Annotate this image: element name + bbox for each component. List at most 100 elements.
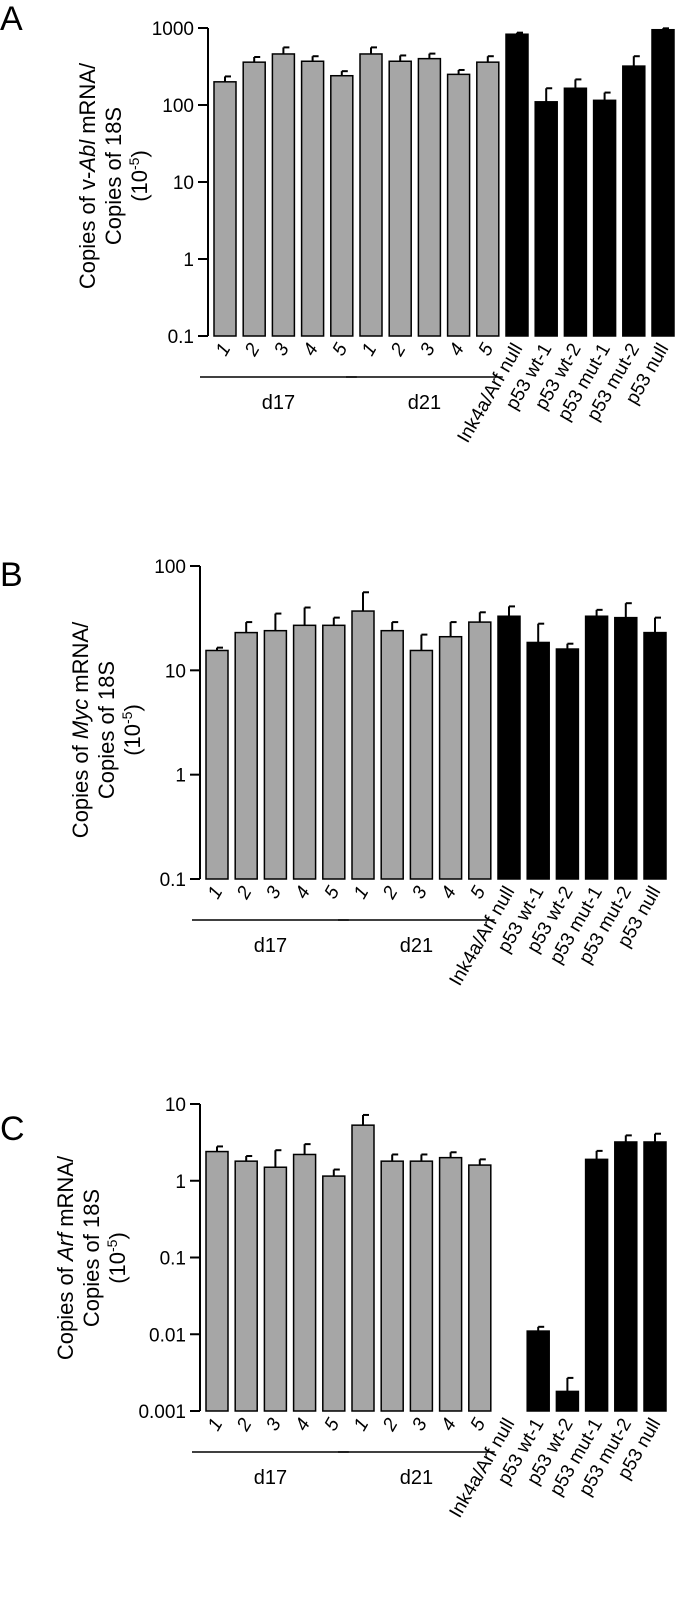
category-label: 4	[291, 1415, 314, 1435]
bar	[388, 60, 412, 337]
bar	[205, 649, 229, 880]
bar	[322, 624, 346, 880]
bar	[380, 629, 404, 880]
bar	[468, 1164, 492, 1412]
y-axis-label-line: Copies of 18S	[79, 1189, 104, 1327]
bar	[505, 33, 529, 337]
category-label: 2	[379, 883, 403, 904]
bar	[417, 57, 442, 337]
bar	[380, 1160, 404, 1412]
y-tick-label: 1	[175, 766, 186, 787]
panel-letter: C	[0, 1110, 25, 1148]
category-label: 5	[329, 340, 353, 360]
bar	[359, 53, 383, 337]
category-label: 2	[387, 340, 411, 361]
y-axis-label-line: (10-5)	[119, 704, 145, 756]
y-tick-label: 1000	[152, 19, 194, 40]
category-label: 4	[437, 883, 460, 903]
bar	[614, 616, 638, 880]
bar	[351, 1124, 375, 1412]
bar	[271, 53, 296, 337]
bar	[526, 641, 550, 880]
group-label: d21	[400, 1467, 433, 1489]
bar	[330, 74, 354, 337]
y-tick-label: 100	[162, 96, 194, 117]
category-label: 4	[291, 883, 314, 903]
y-tick-label: 10	[173, 173, 194, 194]
category-label: 1	[212, 340, 235, 360]
bar	[526, 1330, 550, 1412]
bar	[622, 65, 646, 337]
y-axis-label: Copies of Arf mRNA/Copies of 18S(10-5)	[53, 1155, 130, 1360]
category-label: 4	[445, 340, 468, 360]
bar	[497, 615, 521, 880]
category-label: 5	[467, 1415, 491, 1435]
bar	[476, 61, 500, 337]
bar	[584, 615, 609, 880]
bar	[322, 1175, 346, 1412]
category-label: 5	[475, 340, 499, 360]
bar	[351, 610, 375, 880]
group-label: d21	[400, 935, 433, 957]
bar	[584, 1158, 609, 1412]
y-tick-label: 1	[183, 250, 194, 271]
y-tick-label: 100	[154, 557, 186, 578]
y-axis-label-line: Copies of Arf mRNA/	[53, 1155, 78, 1360]
category-label: 3	[262, 1415, 286, 1435]
category-label: 2	[233, 883, 257, 904]
group-label: d21	[408, 392, 441, 414]
y-tick-label: 0.01	[149, 1325, 186, 1346]
y-axis-label-line: (10-5)	[104, 1232, 130, 1284]
bar	[242, 61, 266, 337]
category-label: 5	[321, 1415, 345, 1435]
y-tick-label: 1	[175, 1172, 186, 1193]
category-label: 4	[437, 1415, 460, 1435]
y-axis-label: Copies of v-Abl mRNA/Copies of 18S(10-5)	[75, 62, 152, 289]
category-label: 4	[299, 340, 322, 360]
y-axis-label-line: Copies of v-Abl mRNA/	[75, 62, 100, 289]
category-label: 3	[262, 883, 286, 903]
category-label: 3	[408, 1415, 432, 1435]
panel-letter: B	[0, 556, 23, 594]
bar	[300, 60, 325, 337]
bar	[643, 1141, 667, 1412]
category-label: 1	[204, 883, 227, 903]
category-label: 3	[416, 340, 440, 360]
category-label: 2	[241, 340, 265, 361]
y-tick-label: 0.1	[168, 327, 194, 348]
bar	[438, 1156, 463, 1412]
category-label: 1	[350, 883, 373, 903]
bar	[534, 101, 558, 337]
bar	[643, 631, 667, 880]
category-label: 2	[233, 1415, 257, 1436]
bar	[555, 648, 580, 880]
bar	[292, 624, 317, 880]
bar	[263, 1166, 288, 1412]
category-label: 5	[321, 883, 345, 903]
bar	[263, 629, 288, 880]
bar	[651, 28, 675, 337]
category-label: 2	[379, 1415, 403, 1436]
bar	[563, 87, 588, 337]
category-label: 3	[270, 340, 294, 360]
group-label: d17	[262, 392, 295, 414]
y-axis-label-line: (10-5)	[126, 150, 152, 202]
bar	[205, 1150, 229, 1412]
bar	[234, 1160, 258, 1412]
category-label: 3	[408, 883, 432, 903]
category-label: 1	[358, 340, 381, 360]
bar	[292, 1153, 317, 1412]
bar	[592, 99, 617, 337]
bar	[438, 635, 463, 880]
y-tick-label: 10	[165, 661, 186, 682]
y-tick-label: 0.1	[160, 1249, 186, 1270]
category-label: 5	[467, 883, 491, 903]
y-axis-label-line: Copies of Myc mRNA/	[68, 621, 93, 838]
bar	[446, 73, 471, 337]
bar	[234, 631, 258, 880]
bar	[468, 621, 492, 880]
bar	[213, 81, 237, 337]
y-tick-label: 0.1	[160, 870, 186, 891]
